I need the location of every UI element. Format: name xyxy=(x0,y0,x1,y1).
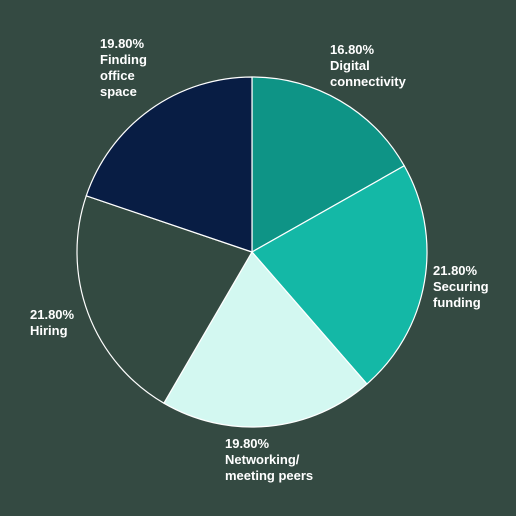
pie-slices xyxy=(76,76,428,428)
pie-slice-hiring xyxy=(76,195,253,404)
pie-slice-digital-connectivity xyxy=(251,76,405,253)
data-label-securing-funding: 21.80% Securing funding xyxy=(433,263,489,310)
data-label-finding-office-space: 19.80% Finding office space xyxy=(100,36,147,99)
data-label-networking-meeting-peers: 19.80% Networking/meeting peers xyxy=(225,436,313,483)
pie-slice-finding-office-space xyxy=(85,76,253,253)
data-label-hiring: 21.80% Hiring xyxy=(30,307,75,338)
pie-slice-securing-funding xyxy=(251,165,428,385)
data-label-digital-connectivity: 16.80% Digital connectivity xyxy=(330,42,407,89)
pie-labels: 16.80% Digital connectivity 21.80% Securing f… xyxy=(30,36,489,483)
pie-slice-networking-meeting-peers xyxy=(163,251,368,428)
